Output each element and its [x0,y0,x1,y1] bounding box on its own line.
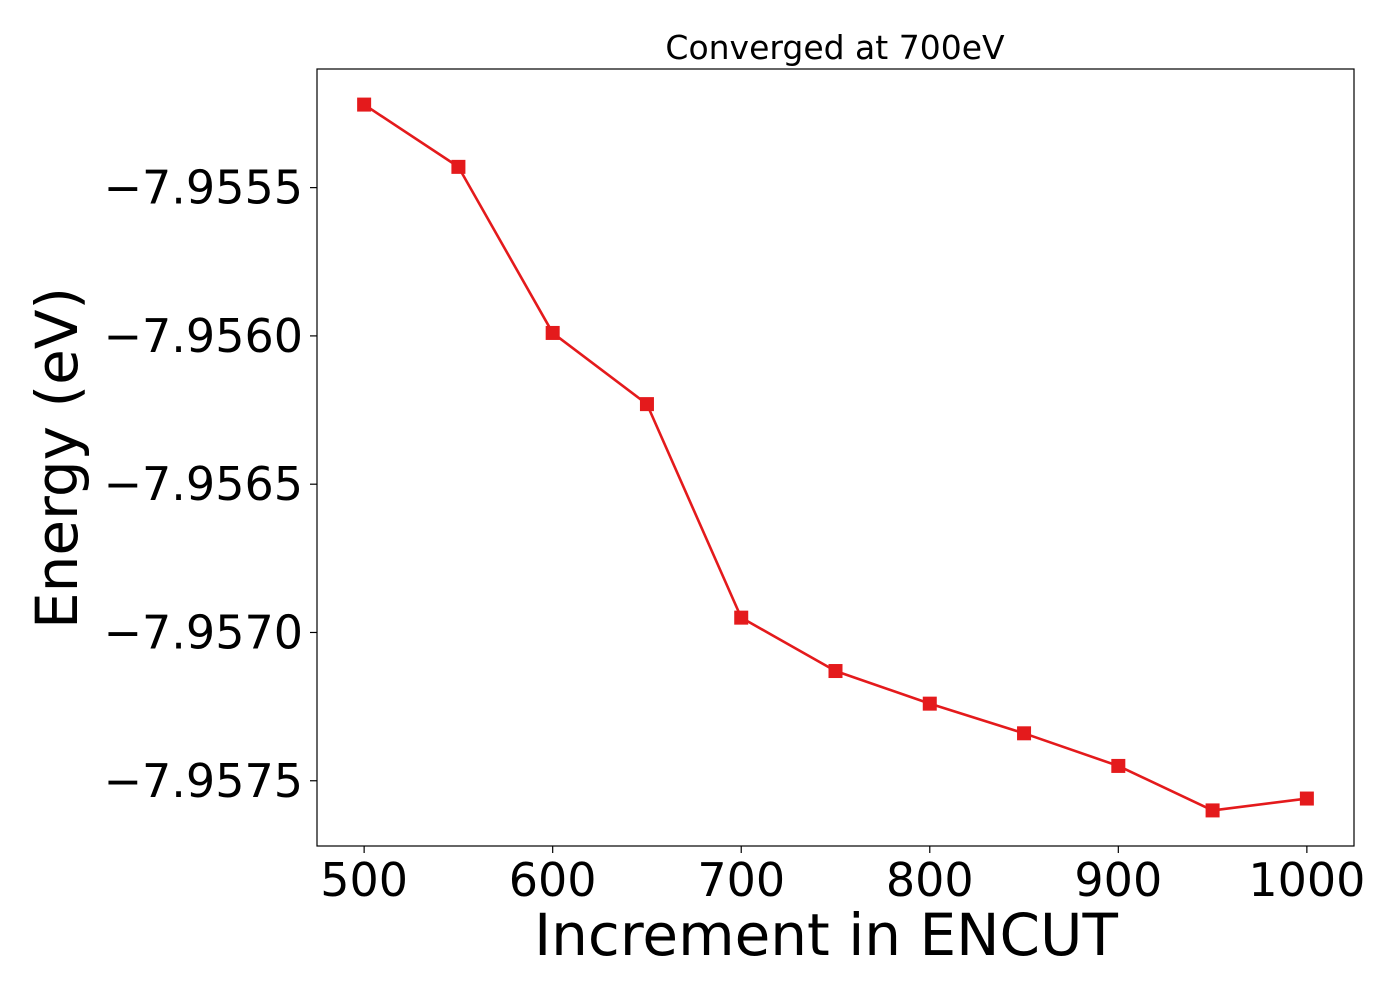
y-tick-label: −7.9555 [104,161,304,215]
y-tick-label: −7.9560 [104,309,304,363]
y-tick-label: −7.9565 [104,457,304,511]
x-tick-label: 900 [1074,853,1162,907]
series-line [363,103,1308,812]
x-axis-label: Increment in ENCUT [534,901,1118,969]
x-tick-label: 800 [886,853,974,907]
data-point-marker [545,325,560,340]
x-axis: 500 600 700 800 900 1000 [320,846,1365,907]
data-point-marker [828,664,843,679]
data-point-marker [1111,758,1126,773]
x-tick-label: 600 [509,853,597,907]
data-point-marker [1205,803,1220,818]
x-tick-label: 500 [320,853,408,907]
series-layer [357,97,1314,818]
x-tick-label: 700 [697,853,785,907]
y-axis-label: Energy (eV) [23,287,91,629]
y-axis: −7.9555 −7.9560 −7.9565 −7.9570 −7.9575 [104,161,317,808]
plot-area-frame [316,68,1355,847]
data-point-marker [1017,726,1032,741]
data-point-marker [1299,791,1314,806]
y-tick-label: −7.9570 [104,605,304,659]
x-tick-label: 1000 [1248,853,1365,907]
data-point-marker [922,696,937,711]
data-point-marker [734,610,749,625]
data-point-marker [357,97,372,112]
data-point-marker [451,159,466,174]
y-tick-label: −7.9575 [104,754,304,808]
data-point-marker [639,397,654,412]
chart-title: Converged at 700eV [665,28,1005,67]
